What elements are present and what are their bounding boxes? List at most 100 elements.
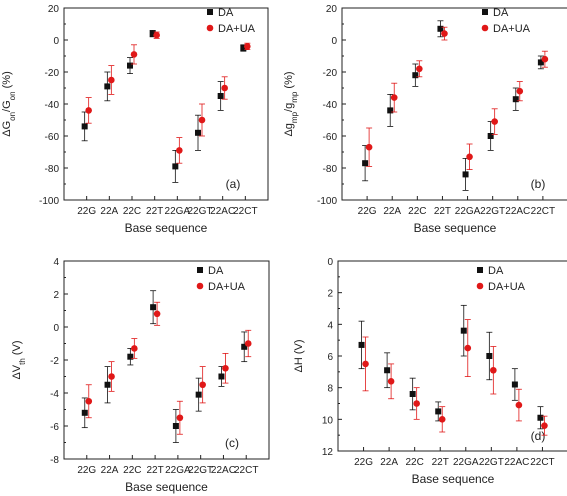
plot-frame (341, 7, 567, 201)
x-tick-label: 22C (123, 465, 141, 476)
y-tick-label: 4 (327, 320, 333, 331)
y-axis-title: ΔGon/Gon (%) (1, 71, 17, 137)
legend-marker-da-ua (196, 282, 204, 290)
y-axis-title-part: ΔV (11, 364, 23, 379)
series-da (81, 290, 248, 443)
data-point-da (384, 367, 391, 374)
legend-marker-da-ua (206, 24, 214, 32)
y-tick-label: 0 (327, 257, 333, 268)
x-tick-label: 22GT (480, 206, 505, 217)
x-tick-label: 22AC (504, 457, 529, 468)
data-point-da (437, 25, 444, 32)
y-tick-label: 0 (331, 36, 337, 47)
x-tick-label: 22CT (234, 465, 258, 476)
data-point-da (358, 341, 365, 348)
x-tick-label: 22GT (188, 465, 213, 476)
x-tick-label: 22GT (187, 206, 212, 217)
y-axis-title: ΔVth (V) (11, 340, 27, 379)
x-tick-label: 22T (146, 206, 163, 217)
data-point-da (172, 163, 179, 170)
legend-label: DA (493, 7, 509, 19)
data-point-da (362, 160, 369, 167)
x-tick-label: 22C (408, 206, 426, 217)
y-tick-label: 2 (327, 289, 333, 300)
data-point-da-ua (176, 414, 184, 422)
y-axis-title-subscript: mp (290, 111, 299, 123)
data-point-da-ua (441, 30, 448, 37)
panel-label: (a) (226, 177, 241, 191)
y-tick-label: 10 (322, 415, 334, 426)
data-point-da (104, 381, 111, 388)
data-point-da-ua (222, 364, 229, 372)
data-point-da-ua (362, 360, 369, 368)
data-point-da (127, 353, 134, 360)
y-axis-title-part: (%) (1, 71, 13, 91)
y-axis-title-part: /G (1, 100, 13, 112)
data-point-da (409, 391, 416, 397)
data-point-da-ua (176, 147, 183, 154)
series-da (81, 29, 247, 183)
y-tick-label: -60 (323, 132, 338, 143)
x-tick-label: 22GA (453, 457, 479, 468)
data-point-da (195, 391, 202, 398)
x-tick-label: 22GT (479, 457, 504, 468)
legend-marker-da (207, 9, 213, 15)
x-tick-label: 22G (358, 206, 377, 217)
legend-label: DA+UA (208, 281, 246, 293)
data-point-da-ua (515, 401, 523, 409)
y-tick-label: 6 (327, 352, 333, 363)
data-point-da-ua (390, 94, 398, 101)
y-tick-label: -2 (50, 356, 59, 367)
series-da-ua (85, 301, 252, 435)
data-point-da-ua (413, 400, 420, 407)
y-axis-title: Δgmp/gmp (%) (283, 71, 299, 136)
y-tick-label: 2 (53, 290, 59, 301)
x-tick-label: 22G (354, 457, 373, 468)
x-tick-label: 22A (383, 206, 401, 217)
x-tick-label: 22T (432, 457, 449, 468)
x-tick-label: 22G (77, 465, 96, 476)
data-point-da-ua (416, 65, 423, 73)
x-tick-label: 22G (77, 206, 96, 217)
x-tick-label: 22CT (530, 457, 554, 468)
series-da (362, 20, 544, 191)
data-point-da-ua (221, 84, 228, 92)
data-point-da-ua (365, 143, 373, 151)
legend-label: DA (208, 265, 224, 277)
data-point-da (486, 353, 493, 359)
data-point-da (240, 45, 247, 51)
y-axis-title-subscript: on (8, 112, 17, 121)
x-axis-title: Base sequence (125, 221, 208, 235)
panel-label: (c) (225, 436, 239, 450)
data-point-da (195, 129, 201, 136)
y-tick-label: -6 (50, 422, 59, 433)
y-tick-label: -40 (45, 100, 60, 111)
x-tick-label: 22CT (233, 206, 257, 217)
series-da-ua (365, 26, 549, 171)
data-point-da-ua (541, 55, 549, 63)
y-axis-title-part: (%) (283, 71, 295, 91)
data-point-da (217, 93, 224, 99)
data-point-da (487, 133, 494, 139)
data-point-da (81, 409, 88, 416)
x-axis-title: Base sequence (414, 221, 497, 235)
legend: DA DA+UA (476, 265, 526, 293)
y-tick-label: -80 (45, 164, 60, 175)
data-point-da-ua (516, 87, 524, 95)
y-tick-label: 8 (327, 384, 333, 395)
data-point-da-ua (490, 366, 497, 374)
plot-frame (337, 260, 567, 452)
data-point-da (537, 59, 544, 66)
panel-label: (d) (531, 429, 546, 443)
x-tick-label: 22CT (531, 206, 555, 217)
data-point-da-ua (131, 345, 138, 352)
y-tick-label: 4 (53, 257, 59, 268)
x-tick-label: 22AC (210, 206, 235, 217)
x-tick-label: 22AC (211, 465, 236, 476)
data-point-da-ua (153, 31, 160, 39)
y-tick-label: -8 (50, 455, 59, 466)
x-tick-label: 22T (434, 206, 451, 217)
y-axis-title-subscript: mp (290, 91, 299, 103)
data-point-da (537, 414, 544, 421)
